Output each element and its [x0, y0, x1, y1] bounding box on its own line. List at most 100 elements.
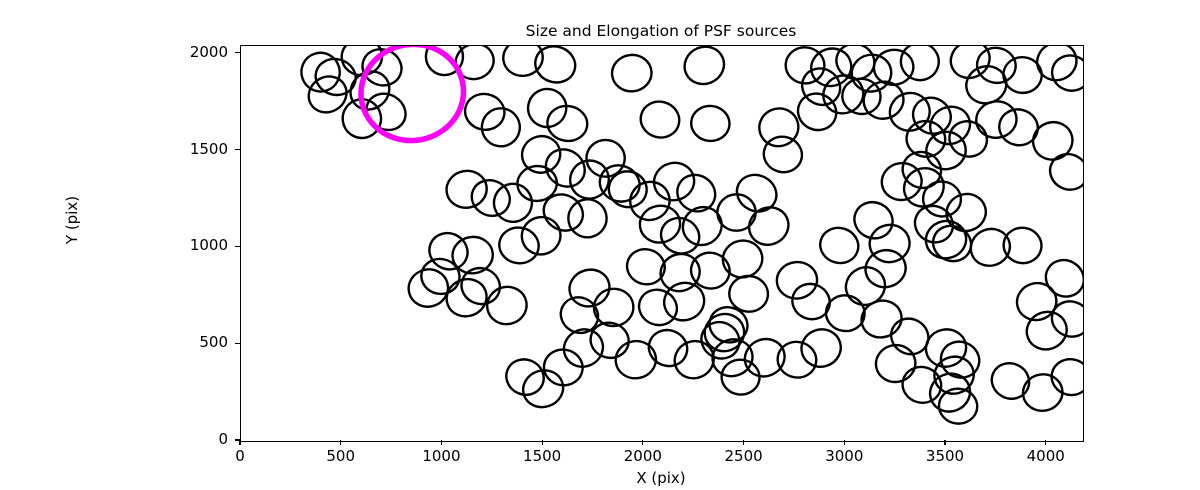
- psf-ellipse: [1050, 54, 1083, 92]
- psf-ellipse: [505, 358, 545, 396]
- psf-ellipse: [716, 193, 757, 232]
- psf-ellipse: [874, 343, 917, 384]
- psf-ellipse: [758, 107, 800, 148]
- psf-ellipse: [864, 248, 907, 289]
- y-tick-mark: [235, 149, 240, 151]
- psf-ellipse: [610, 53, 653, 93]
- y-axis-label: Y (pix): [63, 195, 81, 245]
- psf-ellipse: [1044, 258, 1083, 298]
- psf-ellipse: [542, 348, 584, 387]
- y-tick-mark: [235, 245, 240, 247]
- psf-ellipse: [841, 77, 882, 116]
- psf-ellipse: [349, 70, 391, 111]
- psf-ellipse: [888, 91, 931, 132]
- psf-ellipse: [485, 285, 528, 326]
- psf-ellipse: [880, 161, 923, 202]
- x-tick-label: 500: [326, 447, 356, 465]
- psf-ellipse: [747, 206, 790, 246]
- psf-ellipse: [314, 57, 357, 97]
- x-tick-label: 3000: [825, 447, 864, 465]
- psf-ellipse: [659, 252, 701, 293]
- x-tick-label: 2500: [724, 447, 763, 465]
- psf-ellipse: [638, 204, 682, 244]
- psf-ellipse: [492, 182, 534, 224]
- psf-ellipse: [1002, 226, 1043, 265]
- psf-ellipse: [911, 96, 952, 135]
- y-tick-mark: [235, 439, 240, 441]
- psf-ellipse: [460, 266, 502, 306]
- psf-ellipse: [776, 340, 818, 379]
- psf-ellipse: [703, 312, 746, 353]
- psf-ellipse: [735, 173, 778, 213]
- psf-ellipse: [470, 179, 511, 217]
- psf-ellipse: [925, 130, 967, 171]
- psf-ellipse: [647, 328, 689, 368]
- psf-ellipse: [1036, 46, 1078, 82]
- y-tick-label: 500: [199, 333, 228, 352]
- psf-ellipse: [659, 216, 701, 255]
- psf-ellipse: [905, 119, 947, 158]
- y-tick-label: 1500: [189, 139, 228, 158]
- psf-ellipse: [690, 104, 731, 143]
- psf-ellipse: [824, 294, 866, 333]
- psf-ellipse: [810, 47, 853, 88]
- y-tick-mark: [235, 342, 240, 344]
- x-tick-mark: [642, 440, 644, 445]
- x-tick-mark: [843, 440, 845, 445]
- psf-ellipse: [559, 296, 600, 335]
- psf-ellipse: [720, 358, 761, 396]
- psf-ellipse: [463, 92, 506, 131]
- x-tick-label: 2000: [623, 447, 662, 465]
- psf-ellipse: [1025, 310, 1068, 351]
- psf-ellipse: [924, 219, 968, 260]
- psf-ellipse: [998, 108, 1039, 147]
- psf-ellipse: [791, 282, 831, 321]
- psf-ellipse: [1031, 120, 1074, 161]
- x-tick-mark: [743, 440, 745, 445]
- psf-ellipse: [639, 100, 681, 139]
- x-tick-mark: [1045, 440, 1047, 445]
- psf-ellipse: [902, 167, 945, 208]
- psf-ellipse: [625, 247, 666, 286]
- y-tick-mark: [235, 52, 240, 54]
- psf-ellipse: [975, 46, 1017, 85]
- psf-ellipse: [598, 164, 641, 203]
- psf-ellipse: [853, 200, 894, 240]
- x-tick-label: 0: [235, 447, 245, 465]
- psf-ellipse: [502, 46, 544, 78]
- psf-ellipse: [868, 223, 911, 264]
- psf-ellipse: [567, 198, 608, 239]
- psf-ellipse: [568, 268, 611, 308]
- psf-ellipse: [728, 274, 770, 313]
- ellipse-scatter-layer: [300, 46, 1083, 425]
- psf-ellipse: [924, 328, 968, 368]
- psf-ellipse: [899, 46, 940, 82]
- psf-ellipse: [683, 46, 726, 86]
- psf-ellipse: [637, 288, 679, 327]
- psf-ellipse: [445, 169, 488, 209]
- psf-ellipse: [784, 46, 826, 85]
- psf-ellipse: [1050, 300, 1083, 338]
- psf-ellipse: [937, 387, 979, 425]
- psf-ellipse: [614, 339, 658, 380]
- psf-ellipse: [1015, 281, 1058, 322]
- psf-ellipse: [948, 120, 989, 158]
- y-tick-label: 1000: [189, 236, 228, 255]
- psf-ellipse: [975, 100, 1018, 140]
- psf-ellipse: [1021, 373, 1064, 413]
- psf-ellipse: [1002, 56, 1043, 95]
- psf-ellipse: [307, 75, 348, 114]
- psf-ellipse: [928, 372, 972, 413]
- psf-ellipse: [681, 205, 723, 247]
- psf-ellipse: [652, 161, 696, 202]
- x-tick-mark: [440, 440, 442, 445]
- x-tick-mark: [239, 440, 241, 445]
- y-tick-label: 0: [218, 430, 228, 448]
- psf-ellipse: [451, 235, 494, 275]
- y-tick-label: 2000: [189, 42, 228, 61]
- psf-ellipse: [498, 226, 540, 265]
- x-tick-mark: [340, 440, 342, 445]
- psf-ellipse: [589, 321, 630, 360]
- psf-ellipse: [542, 193, 585, 232]
